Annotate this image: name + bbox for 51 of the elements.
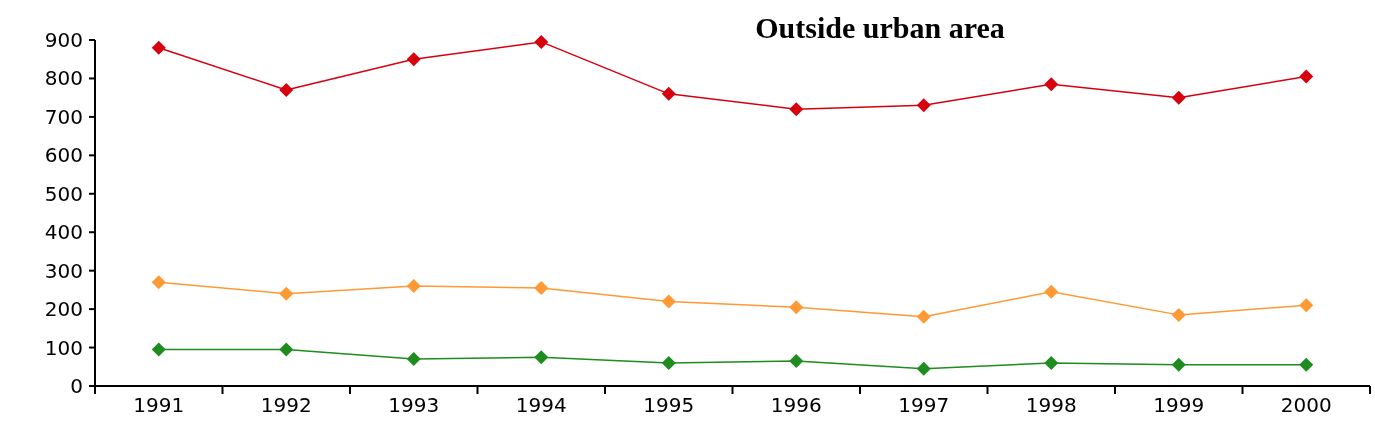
point bbox=[916, 361, 931, 376]
point bbox=[1171, 357, 1186, 372]
point bbox=[661, 355, 676, 370]
point bbox=[406, 279, 421, 294]
y-tick-label: 500 bbox=[44, 181, 83, 206]
point bbox=[279, 342, 294, 357]
y-tick-label: 200 bbox=[44, 297, 83, 322]
x-tick-label: 1992 bbox=[260, 393, 312, 417]
x-tick-label: 1993 bbox=[388, 393, 440, 417]
point bbox=[151, 342, 166, 357]
y-tick-label: 800 bbox=[44, 66, 83, 91]
point bbox=[151, 275, 166, 290]
point bbox=[1044, 284, 1059, 299]
y-tick-label: 100 bbox=[44, 335, 83, 360]
x-tick-label: 1994 bbox=[515, 393, 567, 417]
y-tick-label: 700 bbox=[44, 104, 83, 129]
x-tick-label: 1991 bbox=[133, 393, 185, 417]
x-tick-label: 1995 bbox=[643, 393, 695, 417]
point bbox=[661, 294, 676, 309]
y-tick-label: 600 bbox=[44, 143, 83, 168]
point bbox=[279, 286, 294, 301]
point bbox=[151, 40, 166, 55]
point bbox=[916, 98, 931, 113]
x-tick-label: 2000 bbox=[1280, 393, 1332, 417]
x-tick-label: 1998 bbox=[1025, 393, 1077, 417]
point bbox=[789, 102, 804, 117]
point bbox=[1171, 90, 1186, 105]
y-tick-label: 900 bbox=[44, 28, 83, 52]
point bbox=[1299, 69, 1314, 84]
point bbox=[406, 52, 421, 67]
y-tick-label: 400 bbox=[44, 220, 83, 245]
point bbox=[916, 309, 931, 324]
point bbox=[279, 82, 294, 97]
point bbox=[534, 280, 549, 295]
point bbox=[661, 86, 676, 101]
y-tick-label: 0 bbox=[70, 374, 83, 398]
point bbox=[406, 352, 421, 367]
point bbox=[1044, 77, 1059, 92]
chart-title: Outside urban area bbox=[755, 11, 1005, 44]
x-tick-label: 1996 bbox=[770, 393, 822, 417]
point bbox=[1299, 298, 1314, 313]
y-tick-label: 300 bbox=[44, 258, 83, 283]
point bbox=[1171, 307, 1186, 322]
point bbox=[534, 350, 549, 365]
point bbox=[1044, 355, 1059, 370]
point bbox=[789, 300, 804, 315]
point bbox=[789, 354, 804, 369]
x-tick-label: 1999 bbox=[1153, 393, 1205, 417]
point bbox=[534, 34, 549, 49]
x-tick-label: 1997 bbox=[898, 393, 950, 417]
point bbox=[1299, 357, 1314, 372]
